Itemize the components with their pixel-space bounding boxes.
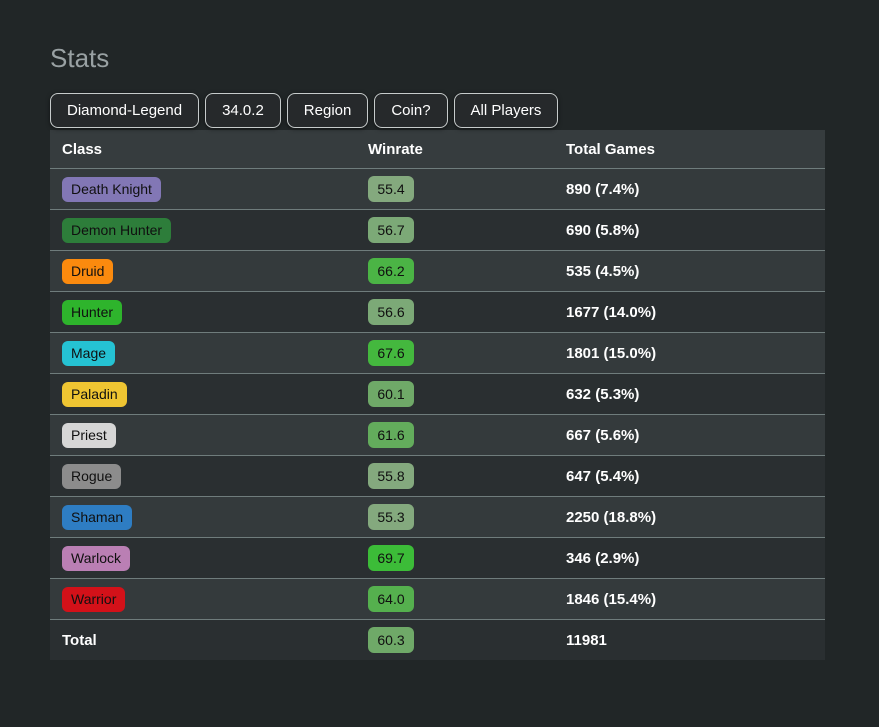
total-games-value: 1846 (15.4%): [566, 590, 657, 608]
table-row: Warrior 64.0 1846 (15.4%): [50, 578, 825, 619]
filter-button-region[interactable]: Region: [286, 93, 369, 128]
total-games-value: 11981: [566, 631, 607, 649]
header-winrate: Winrate: [368, 140, 423, 158]
table-row: Rogue 55.8 647 (5.4%): [50, 455, 825, 496]
total-games-value: 667 (5.6%): [566, 426, 640, 444]
table-row: Priest 61.6 667 (5.6%): [50, 414, 825, 455]
winrate-badge: 69.7: [368, 545, 414, 571]
class-badge: Druid: [62, 258, 114, 284]
class-badge: Paladin: [62, 381, 127, 407]
winrate-badge: 60.3: [368, 627, 414, 653]
header-class: Class: [62, 140, 103, 158]
class-badge: Demon Hunter: [62, 217, 172, 243]
table-body: Death Knight 55.4 890 (7.4%) Demon Hunte…: [50, 168, 825, 660]
table-row: Demon Hunter 56.7 690 (5.8%): [50, 209, 825, 250]
stats-page: Stats Diamond-Legend 34.0.2 Region Coin?…: [50, 43, 825, 660]
total-games-value: 1677 (14.0%): [566, 303, 657, 321]
winrate-badge: 55.8: [368, 463, 414, 489]
winrate-badge: 55.4: [368, 176, 414, 202]
table-row: Mage 67.6 1801 (15.0%): [50, 332, 825, 373]
filter-button-coin[interactable]: Coin?: [374, 93, 448, 128]
class-badge: Mage: [62, 340, 116, 366]
total-games-value: 632 (5.3%): [566, 385, 640, 403]
class-badge: Hunter: [62, 299, 123, 325]
total-games-value: 346 (2.9%): [566, 549, 640, 567]
total-games-value: 690 (5.8%): [566, 221, 640, 239]
table-header: Class Winrate Total Games: [50, 130, 825, 168]
table-row: Druid 66.2 535 (4.5%): [50, 250, 825, 291]
total-label: Total: [62, 631, 97, 649]
filter-bar: Diamond-Legend 34.0.2 Region Coin? All P…: [50, 93, 825, 128]
winrate-badge: 66.2: [368, 258, 414, 284]
winrate-badge: 67.6: [368, 340, 414, 366]
winrate-badge: 55.3: [368, 504, 414, 530]
class-badge: Warrior: [62, 586, 126, 612]
class-badge: Priest: [62, 422, 116, 448]
class-badge: Rogue: [62, 463, 122, 489]
total-row: Total 60.3 11981: [50, 619, 825, 660]
class-badge: Death Knight: [62, 176, 161, 202]
filter-button-patch[interactable]: 34.0.2: [205, 93, 281, 128]
winrate-badge: 60.1: [368, 381, 414, 407]
class-badge: Warlock: [62, 545, 131, 571]
table-row: Paladin 60.1 632 (5.3%): [50, 373, 825, 414]
class-badge: Shaman: [62, 504, 133, 530]
total-games-value: 890 (7.4%): [566, 180, 640, 198]
total-games-value: 647 (5.4%): [566, 467, 640, 485]
winrate-badge: 61.6: [368, 422, 414, 448]
stats-table: Class Winrate Total Games Death Knight 5…: [50, 130, 825, 660]
winrate-badge: 56.7: [368, 217, 414, 243]
total-games-value: 535 (4.5%): [566, 262, 640, 280]
filter-button-rank[interactable]: Diamond-Legend: [50, 93, 200, 128]
winrate-badge: 64.0: [368, 586, 414, 612]
total-games-value: 1801 (15.0%): [566, 344, 657, 362]
page-title: Stats: [50, 43, 110, 73]
table-row: Hunter 56.6 1677 (14.0%): [50, 291, 825, 332]
table-row: Shaman 55.3 2250 (18.8%): [50, 496, 825, 537]
table-row: Death Knight 55.4 890 (7.4%): [50, 168, 825, 209]
total-games-value: 2250 (18.8%): [566, 508, 657, 526]
table-row: Warlock 69.7 346 (2.9%): [50, 537, 825, 578]
header-total-games: Total Games: [566, 140, 655, 158]
winrate-badge: 56.6: [368, 299, 414, 325]
filter-button-players[interactable]: All Players: [453, 93, 559, 128]
